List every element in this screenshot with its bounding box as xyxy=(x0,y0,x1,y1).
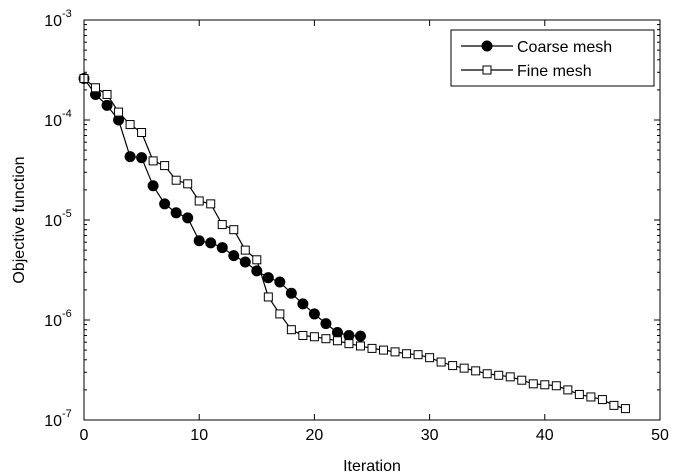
data-point-coarse-mesh xyxy=(228,250,240,262)
series-line-coarse-mesh xyxy=(83,78,361,337)
legend-label-coarse-mesh: Coarse mesh xyxy=(517,39,612,56)
data-point-fine-mesh xyxy=(563,385,573,395)
data-point-coarse-mesh xyxy=(320,318,332,330)
data-point-coarse-mesh xyxy=(354,330,366,342)
data-point-fine-mesh xyxy=(597,395,607,405)
data-point-coarse-mesh xyxy=(331,326,343,338)
data-point-fine-mesh xyxy=(91,83,101,93)
data-point-fine-mesh xyxy=(275,309,285,319)
data-point-fine-mesh xyxy=(471,366,481,376)
data-point-fine-mesh xyxy=(586,392,596,402)
legend-marker-fine-mesh xyxy=(482,65,492,75)
data-point-fine-mesh xyxy=(160,161,170,171)
data-point-fine-mesh xyxy=(286,325,296,335)
x-tick-label: 40 xyxy=(536,427,554,444)
data-point-fine-mesh xyxy=(494,370,504,380)
data-point-fine-mesh xyxy=(402,349,412,359)
data-point-fine-mesh xyxy=(551,381,561,391)
data-point-fine-mesh xyxy=(114,107,124,117)
data-point-fine-mesh xyxy=(217,220,227,230)
data-point-fine-mesh xyxy=(482,369,492,379)
data-point-coarse-mesh xyxy=(147,180,159,192)
series-layer xyxy=(78,73,630,414)
x-tick-label: 30 xyxy=(421,427,439,444)
data-point-fine-mesh xyxy=(448,361,458,371)
data-point-fine-mesh xyxy=(148,156,158,166)
data-point-fine-mesh xyxy=(517,375,527,385)
data-point-coarse-mesh xyxy=(182,212,194,224)
data-point-coarse-mesh xyxy=(136,152,148,164)
data-point-coarse-mesh xyxy=(239,256,251,268)
data-point-coarse-mesh xyxy=(124,151,136,163)
data-point-coarse-mesh xyxy=(101,99,113,111)
x-tick-label: 20 xyxy=(306,427,324,444)
data-point-fine-mesh xyxy=(425,353,435,363)
data-point-fine-mesh xyxy=(240,245,250,255)
data-point-fine-mesh xyxy=(137,127,147,137)
legend-label-fine-mesh: Fine mesh xyxy=(517,63,592,80)
data-point-fine-mesh xyxy=(620,404,630,414)
data-point-fine-mesh xyxy=(252,255,262,265)
data-point-fine-mesh xyxy=(574,389,584,399)
data-point-fine-mesh xyxy=(505,372,515,382)
legend-marker-coarse-mesh xyxy=(481,40,493,52)
data-point-fine-mesh xyxy=(183,179,193,189)
y-tick-label: 10-3 xyxy=(44,8,72,30)
data-point-fine-mesh xyxy=(298,330,308,340)
data-point-coarse-mesh xyxy=(205,237,217,249)
data-point-fine-mesh xyxy=(194,196,204,206)
data-point-fine-mesh xyxy=(367,343,377,353)
data-point-fine-mesh xyxy=(263,292,273,302)
data-point-fine-mesh xyxy=(436,357,446,367)
data-point-fine-mesh xyxy=(332,336,342,346)
data-point-fine-mesh xyxy=(355,341,365,351)
data-point-fine-mesh xyxy=(390,347,400,357)
data-point-coarse-mesh xyxy=(159,198,171,210)
series-line-fine-mesh xyxy=(83,78,626,410)
x-tick-label: 0 xyxy=(80,427,89,444)
data-point-coarse-mesh xyxy=(170,207,182,219)
data-point-coarse-mesh xyxy=(308,308,320,320)
data-point-coarse-mesh xyxy=(297,298,309,310)
data-point-fine-mesh xyxy=(413,350,423,360)
data-point-fine-mesh xyxy=(171,175,181,185)
x-axis-label: Iteration xyxy=(343,458,401,475)
data-point-fine-mesh xyxy=(528,379,538,389)
y-tick-label: 10-5 xyxy=(44,208,72,230)
data-point-fine-mesh xyxy=(229,225,239,235)
data-point-coarse-mesh xyxy=(343,329,355,341)
legend: Coarse mesh Fine mesh xyxy=(450,29,655,87)
data-point-fine-mesh xyxy=(379,345,389,355)
y-tick-label: 10-7 xyxy=(44,408,72,430)
data-point-coarse-mesh xyxy=(262,272,274,284)
data-point-coarse-mesh xyxy=(274,276,286,288)
data-point-fine-mesh xyxy=(609,400,619,410)
data-point-fine-mesh xyxy=(344,339,354,349)
data-point-fine-mesh xyxy=(540,380,550,390)
data-point-coarse-mesh xyxy=(193,235,205,247)
data-point-fine-mesh xyxy=(125,120,135,130)
data-point-fine-mesh xyxy=(459,363,469,373)
y-axis-label: Objective function xyxy=(11,156,28,283)
data-point-fine-mesh xyxy=(321,334,331,344)
data-point-fine-mesh xyxy=(206,199,216,209)
data-point-coarse-mesh xyxy=(285,287,297,299)
data-point-fine-mesh xyxy=(102,89,112,99)
y-tick-label: 10-4 xyxy=(44,108,72,130)
legend-box xyxy=(450,29,655,87)
series-fine-mesh xyxy=(79,74,630,414)
tick-layer: 0 10 20 30 40 50 10-7 10-6 10-5 10-4 10-3 xyxy=(44,8,669,444)
data-point-fine-mesh xyxy=(309,332,319,342)
x-tick-label: 50 xyxy=(651,427,669,444)
y-tick-label: 10-6 xyxy=(44,308,72,330)
data-point-coarse-mesh xyxy=(216,242,228,254)
x-tick-label: 10 xyxy=(190,427,208,444)
